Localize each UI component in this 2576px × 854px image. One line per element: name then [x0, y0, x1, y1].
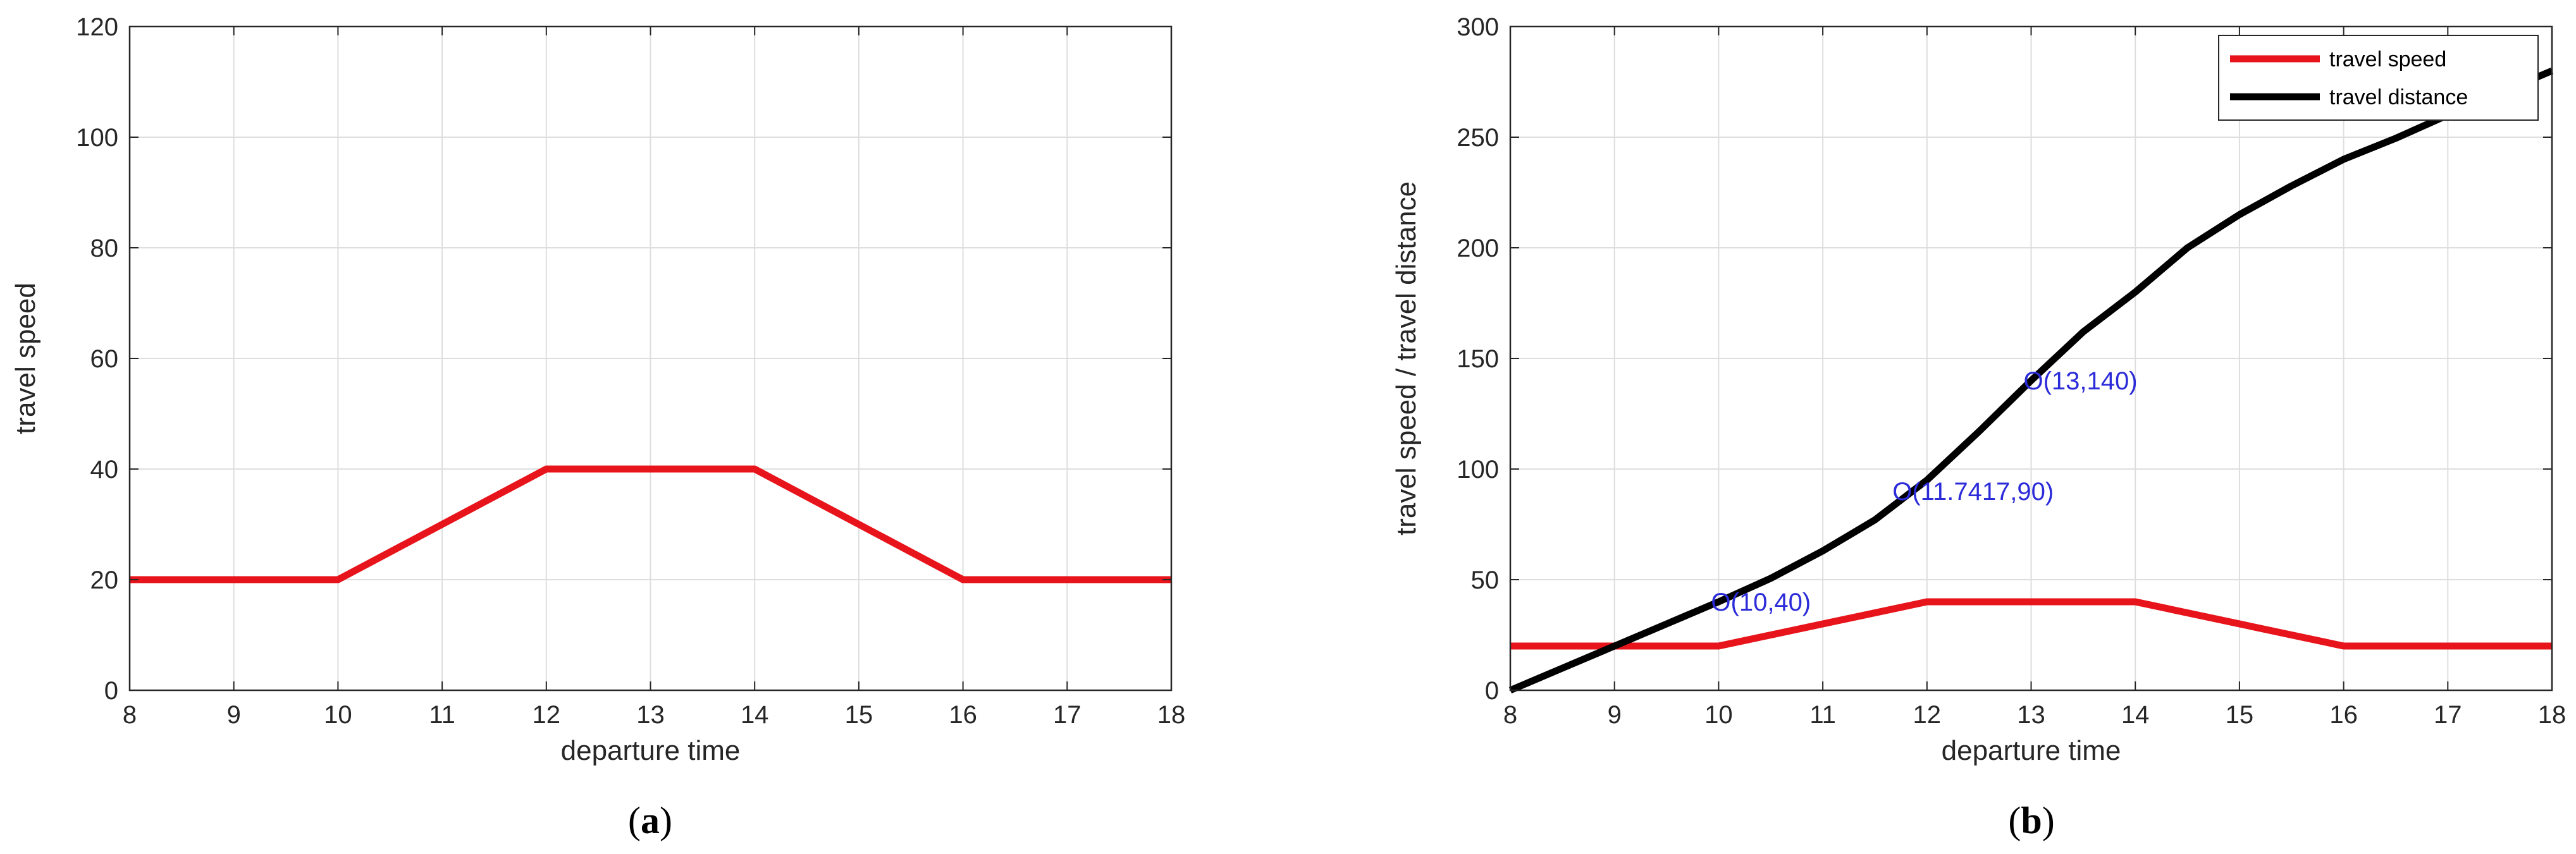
- x-tick-label: 18: [2538, 701, 2567, 729]
- y-tick-label: 300: [1457, 13, 1499, 41]
- chart-b: 8 9 10 11 12 13 14 15 16 17 18 0 50 100 150 200 250 300 de…: [1391, 13, 2566, 841]
- series-line-travel-distance: [1508, 67, 2554, 694]
- x-tick-label: 10: [1704, 701, 1733, 729]
- x-tick-label: 10: [324, 701, 352, 729]
- x-tick-label: 15: [845, 701, 873, 729]
- y-tick-label: 250: [1457, 124, 1499, 152]
- x-tick-label: 8: [123, 701, 137, 729]
- x-tick-label: 12: [533, 701, 561, 729]
- x-tick-label: 13: [636, 701, 665, 729]
- y-tick-label: 20: [90, 566, 119, 594]
- panel-caption: (a): [628, 800, 672, 841]
- x-tick-label: 17: [2434, 701, 2462, 729]
- chart-a: 8 9 10 11 12 13 14 15 16 17 18 0 20 40 60 80 100 120 depar…: [10, 13, 1185, 841]
- x-tick-label: 15: [2226, 701, 2254, 729]
- legend: travel speed travel distance: [2218, 35, 2539, 121]
- x-tick-label: 13: [2017, 701, 2045, 729]
- legend-entry: travel speed: [2329, 47, 2446, 71]
- x-axis-label: departure time: [561, 735, 741, 766]
- x-tick-label: 14: [741, 701, 769, 729]
- y-tick-label: 40: [90, 456, 119, 484]
- x-tick-label: 9: [227, 701, 241, 729]
- y-tick-label: 0: [1485, 677, 1499, 705]
- series-line-travel-speed: [1510, 598, 2552, 650]
- y-axis-label: travel speed: [10, 283, 41, 434]
- x-tick-label: 12: [1913, 701, 1942, 729]
- y-tick-label: 200: [1457, 235, 1499, 262]
- x-tick-label: 18: [1157, 701, 1186, 729]
- x-tick-label: 16: [2329, 701, 2358, 729]
- y-tick-label: 120: [76, 13, 118, 41]
- data-point-annotation: O(10,40): [1711, 589, 1811, 616]
- legend-box: [2218, 35, 2539, 121]
- series-line-speed: [130, 465, 1171, 583]
- x-tick-label: 9: [1608, 701, 1622, 729]
- y-tick-label: 150: [1457, 345, 1499, 373]
- x-tick-label: 11: [1809, 701, 1836, 729]
- y-axis-label: travel speed / travel distance: [1391, 181, 1422, 535]
- y-tick-label: 100: [76, 124, 118, 152]
- y-tick-label: 0: [104, 677, 118, 705]
- x-tick-label: 8: [1503, 701, 1517, 729]
- panel-caption: (b): [2008, 800, 2054, 841]
- y-tick-label: 80: [90, 235, 119, 262]
- y-tick-label: 50: [1471, 566, 1500, 594]
- x-tick-label: 17: [1053, 701, 1082, 729]
- x-axis-label: departure time: [1942, 735, 2121, 766]
- data-point-annotation: O(11.7417,90): [1892, 478, 2054, 506]
- y-tick-label: 100: [1457, 456, 1499, 484]
- y-tick-label: 60: [90, 345, 119, 373]
- x-tick-label: 11: [429, 701, 455, 729]
- x-tick-label: 16: [949, 701, 977, 729]
- legend-entry: travel distance: [2329, 85, 2468, 109]
- x-tick-label: 14: [2121, 701, 2150, 729]
- data-point-annotation: O(13,140): [2024, 367, 2138, 395]
